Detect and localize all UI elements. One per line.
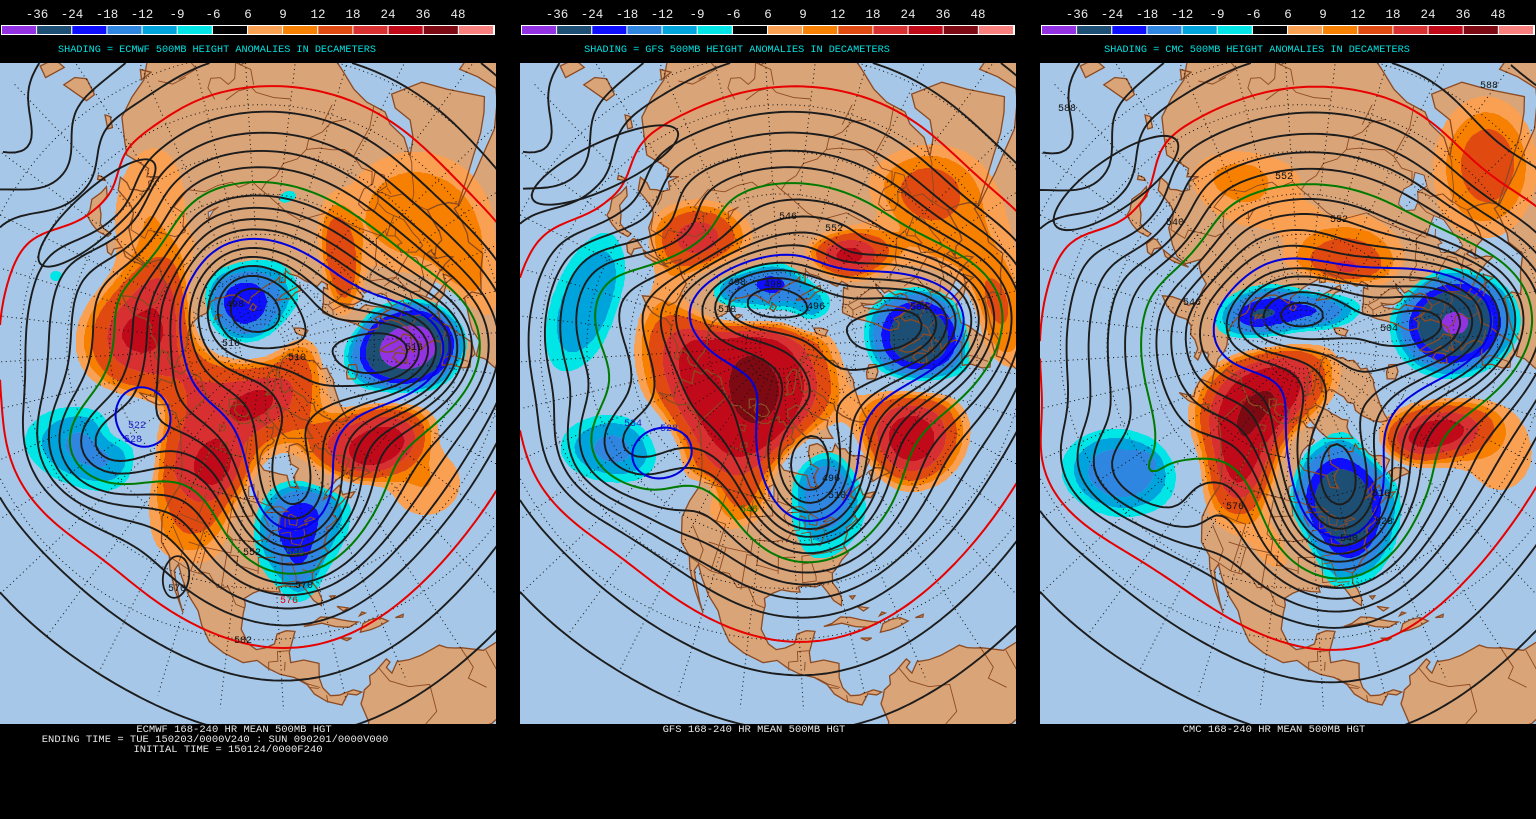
svg-text:24: 24 [900,8,915,22]
svg-text:6: 6 [1284,8,1292,22]
svg-text:516: 516 [1372,489,1390,500]
svg-text:6: 6 [764,8,772,22]
svg-text:-9: -9 [689,8,704,22]
svg-text:510: 510 [718,305,736,316]
svg-text:504: 504 [1248,318,1266,329]
svg-text:570: 570 [168,584,186,595]
svg-text:498: 498 [728,278,746,289]
svg-text:552: 552 [825,224,843,235]
svg-text:48: 48 [1490,8,1505,22]
svg-text:-12: -12 [651,8,674,22]
svg-text:546: 546 [1183,298,1201,309]
svg-text:12: 12 [1350,8,1365,22]
svg-text:576: 576 [1226,502,1244,513]
svg-text:-18: -18 [1136,8,1159,22]
svg-text:510: 510 [288,353,306,364]
svg-text:534: 534 [624,419,642,430]
svg-text:504: 504 [1380,324,1398,335]
svg-text:540: 540 [1166,218,1184,229]
svg-text:-9: -9 [169,8,184,22]
svg-text:570: 570 [295,581,313,592]
svg-text:9: 9 [799,8,807,22]
svg-text:552: 552 [1330,215,1348,226]
svg-text:504: 504 [910,303,928,314]
svg-text:24: 24 [1420,8,1435,22]
svg-text:-36: -36 [26,8,49,22]
svg-text:-12: -12 [131,8,154,22]
svg-text:510: 510 [222,339,240,350]
svg-text:546: 546 [779,212,797,223]
svg-text:516: 516 [405,343,423,354]
svg-text:-18: -18 [616,8,639,22]
svg-text:12: 12 [830,8,845,22]
svg-text:-6: -6 [1245,8,1260,22]
svg-text:18: 18 [865,8,880,22]
svg-text:CMC 168-240 HR MEAN 500MB HGT: CMC 168-240 HR MEAN 500MB HGT [1183,724,1366,736]
svg-text:SHADING = ECMWF 500MB HEIGHT A: SHADING = ECMWF 500MB HEIGHT ANOMALIES I… [58,45,376,56]
svg-text:522: 522 [128,421,146,432]
svg-text:ENDING TIME = TUE 150203/0000V: ENDING TIME = TUE 150203/0000V240 : SUN … [42,734,389,746]
svg-text:498: 498 [226,300,244,311]
svg-text:-36: -36 [546,8,569,22]
svg-text:496: 496 [822,474,840,485]
svg-text:GFS 168-240 HR MEAN 500MB HGT: GFS 168-240 HR MEAN 500MB HGT [663,724,846,736]
svg-text:18: 18 [1385,8,1400,22]
svg-text:SHADING = GFS 500MB HEIGHT ANO: SHADING = GFS 500MB HEIGHT ANOMALIES IN … [584,45,890,56]
svg-text:-36: -36 [1066,8,1089,22]
svg-text:18: 18 [345,8,360,22]
svg-text:48: 48 [970,8,985,22]
svg-text:36: 36 [415,8,430,22]
svg-text:-24: -24 [61,8,84,22]
svg-text:INITIAL TIME = 150124/0000F240: INITIAL TIME = 150124/0000F240 [133,744,322,756]
svg-text:546: 546 [740,505,758,516]
svg-text:-24: -24 [581,8,604,22]
svg-text:510: 510 [828,491,846,502]
svg-text:528: 528 [1375,517,1393,528]
svg-text:ECMWF 168-240 HR MEAN 500MB HG: ECMWF 168-240 HR MEAN 500MB HGT [136,724,331,736]
svg-text:582: 582 [234,636,252,647]
svg-text:48: 48 [450,8,465,22]
svg-text:-18: -18 [96,8,119,22]
svg-text:36: 36 [1455,8,1470,22]
svg-text:9: 9 [1319,8,1327,22]
svg-text:-9: -9 [1209,8,1224,22]
svg-text:498: 498 [764,280,782,291]
svg-text:36: 36 [935,8,950,22]
svg-text:528: 528 [124,435,142,446]
svg-text:24: 24 [380,8,395,22]
svg-text:-6: -6 [725,8,740,22]
svg-text:528: 528 [660,424,678,435]
svg-text:6: 6 [244,8,252,22]
svg-text:-6: -6 [205,8,220,22]
svg-text:496: 496 [807,302,825,313]
svg-text:552: 552 [1275,172,1293,183]
svg-text:12: 12 [310,8,325,22]
svg-text:576: 576 [280,596,298,607]
svg-text:9: 9 [279,8,287,22]
svg-text:-24: -24 [1101,8,1124,22]
svg-text:540: 540 [1340,534,1358,545]
svg-text:SHADING = CMC 500MB HEIGHT ANO: SHADING = CMC 500MB HEIGHT ANOMALIES IN … [1104,45,1410,56]
svg-text:-12: -12 [1171,8,1194,22]
svg-text:552: 552 [243,548,261,559]
svg-text:546: 546 [286,548,304,559]
svg-text:588: 588 [1058,104,1076,115]
svg-text:588: 588 [1480,81,1498,92]
